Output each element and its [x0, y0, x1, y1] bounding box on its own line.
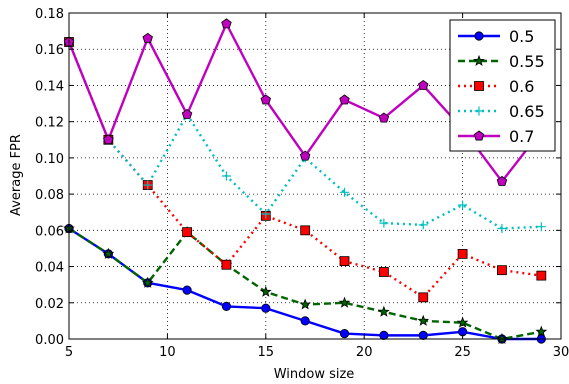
data-point [379, 218, 389, 228]
legend-label: 0.7 [509, 127, 534, 146]
data-point [378, 267, 389, 277]
series-markers-0-5 [64, 223, 546, 344]
data-point [181, 108, 193, 119]
data-point [496, 175, 508, 186]
legend-label: 0.5 [509, 27, 534, 46]
data-point [458, 200, 468, 210]
legend-entry: 0.5 [458, 27, 534, 46]
data-point [378, 305, 390, 317]
data-point [535, 325, 548, 337]
data-point [418, 79, 429, 90]
data-point [418, 292, 429, 303]
axis-ticks [68, 12, 562, 340]
y-tick-label: 0.04 [35, 261, 64, 276]
data-point [261, 209, 271, 219]
data-point [340, 187, 350, 197]
y-tick-label: 0.14 [35, 79, 64, 94]
data-point [182, 285, 192, 295]
legend-marker [474, 81, 484, 91]
data-point [221, 301, 232, 311]
legend-entry: 0.7 [458, 127, 534, 146]
x-axis-label: Window size [274, 367, 355, 382]
legend-entry: 0.55 [458, 52, 545, 71]
legend-marker [473, 54, 485, 66]
y-tick-label: 0.08 [35, 188, 64, 203]
data-point [497, 224, 507, 234]
data-point [536, 222, 546, 232]
data-point [261, 303, 271, 313]
data-point [299, 298, 312, 310]
x-tick-label: 5 [65, 345, 73, 360]
x-tick-label: 10 [159, 345, 176, 360]
y-tick-label: 0.18 [35, 7, 64, 22]
data-point [221, 259, 232, 270]
data-point [221, 18, 232, 29]
data-point [339, 94, 350, 105]
data-point [221, 171, 231, 181]
y-axis-label: Average FPR [9, 134, 24, 216]
legend-entry: 0.6 [458, 77, 534, 96]
data-point [456, 316, 469, 328]
data-point [378, 112, 390, 123]
y-tick-labels: 0.00 0.02 0.04 0.06 0.08 0.10 0.12 0.14 0.16 0.18 [35, 7, 64, 348]
data-point [102, 247, 115, 259]
x-tick-label: 30 [553, 345, 569, 360]
legend-label: 0.55 [509, 52, 545, 71]
data-point [379, 330, 389, 340]
data-point [339, 328, 350, 339]
legend-marker [474, 31, 484, 41]
x-tick-label: 20 [356, 345, 373, 360]
data-point [182, 227, 192, 238]
data-point [339, 256, 350, 267]
y-tick-label: 0.02 [35, 297, 64, 312]
data-point [497, 265, 507, 276]
data-point [142, 32, 153, 43]
data-point [536, 270, 547, 281]
x-tick-label: 25 [454, 345, 471, 360]
y-tick-label: 0.00 [35, 333, 64, 348]
legend-label: 0.65 [509, 102, 545, 121]
y-tick-label: 0.06 [35, 224, 64, 239]
legend-label: 0.6 [509, 77, 534, 96]
y-tick-label: 0.12 [35, 116, 64, 131]
x-tick-labels: 5 10 15 20 25 30 [65, 345, 569, 360]
data-point [418, 330, 428, 340]
legend-entry: 0.65 [458, 102, 545, 121]
legend-box [449, 19, 556, 152]
data-point [300, 225, 311, 236]
y-tick-label: 0.10 [35, 152, 64, 167]
data-point [103, 134, 114, 145]
x-tick-label: 15 [258, 345, 275, 360]
data-point [338, 296, 351, 308]
legend: 0.5 0.55 0.6 0.65 0.7 [449, 19, 556, 152]
data-point [300, 316, 310, 326]
y-tick-label: 0.16 [35, 43, 64, 58]
data-point [260, 94, 272, 105]
data-point [417, 314, 430, 326]
data-point [259, 285, 272, 297]
data-point [418, 220, 428, 230]
legend-marker [473, 130, 485, 141]
plot-frame [68, 12, 562, 340]
data-point [457, 248, 468, 259]
legend-marker [474, 106, 484, 116]
data-point [299, 150, 311, 161]
data-point [141, 276, 154, 288]
data-point [143, 180, 153, 190]
